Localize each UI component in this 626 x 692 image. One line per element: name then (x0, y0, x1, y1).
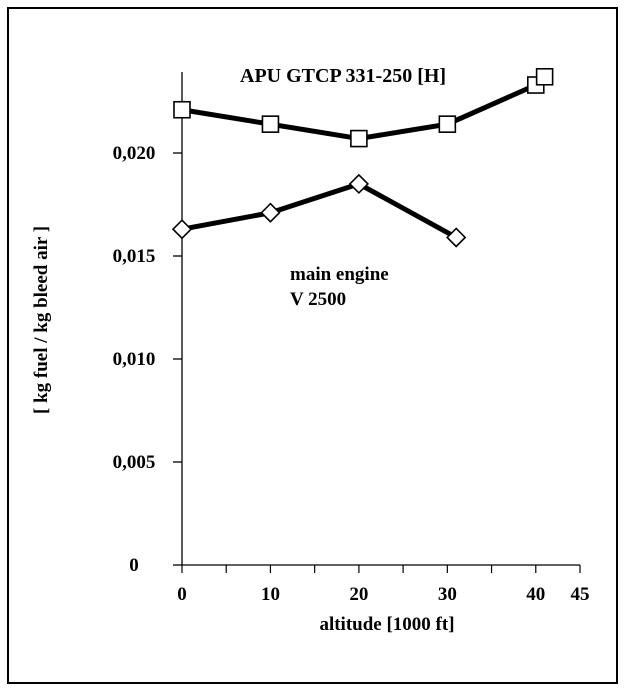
x-tick-label: 0 (177, 584, 187, 605)
annotation-main-engine: main engine (290, 264, 389, 285)
data-point-diamond (171, 219, 193, 240)
x-tick-label: 10 (261, 584, 280, 605)
series-line-main-engine (181, 181, 458, 240)
data-point-diamond (446, 227, 467, 248)
x-tick-label: 20 (349, 584, 368, 605)
data-point-square (535, 67, 554, 86)
labels: APU GTCP 331-250 [H] main engine V 2500 … (31, 65, 455, 635)
data-point-square (350, 129, 368, 148)
axes: 0 0,005 0,010 0,015 0,020 0 10 20 30 40 45 (113, 72, 590, 605)
data-point-square (261, 115, 280, 133)
y-tick-label: 0 (129, 555, 139, 576)
series-layer (171, 67, 554, 248)
y-tick-label: 0,015 (113, 246, 156, 267)
data-point-square (438, 115, 457, 133)
y-tick-label: 0,020 (113, 143, 156, 164)
annotation-v2500: V 2500 (290, 289, 346, 310)
annotation-apu: APU GTCP 331-250 [H] (240, 65, 446, 87)
x-tick-label: 40 (526, 584, 545, 605)
x-tick-label: 30 (438, 584, 457, 605)
x-axis-label: altitude [1000 ft] (319, 614, 454, 635)
x-tick-label: 45 (571, 584, 590, 605)
data-point-diamond (348, 173, 370, 195)
y-tick-label: 0,010 (113, 349, 156, 370)
chart-frame (7, 7, 618, 684)
y-tick-label: 0,005 (113, 452, 156, 473)
y-axis-label: [ kg fuel / kg bleed air ] (31, 226, 52, 414)
data-point-square (173, 100, 191, 119)
data-point-diamond (260, 202, 281, 223)
